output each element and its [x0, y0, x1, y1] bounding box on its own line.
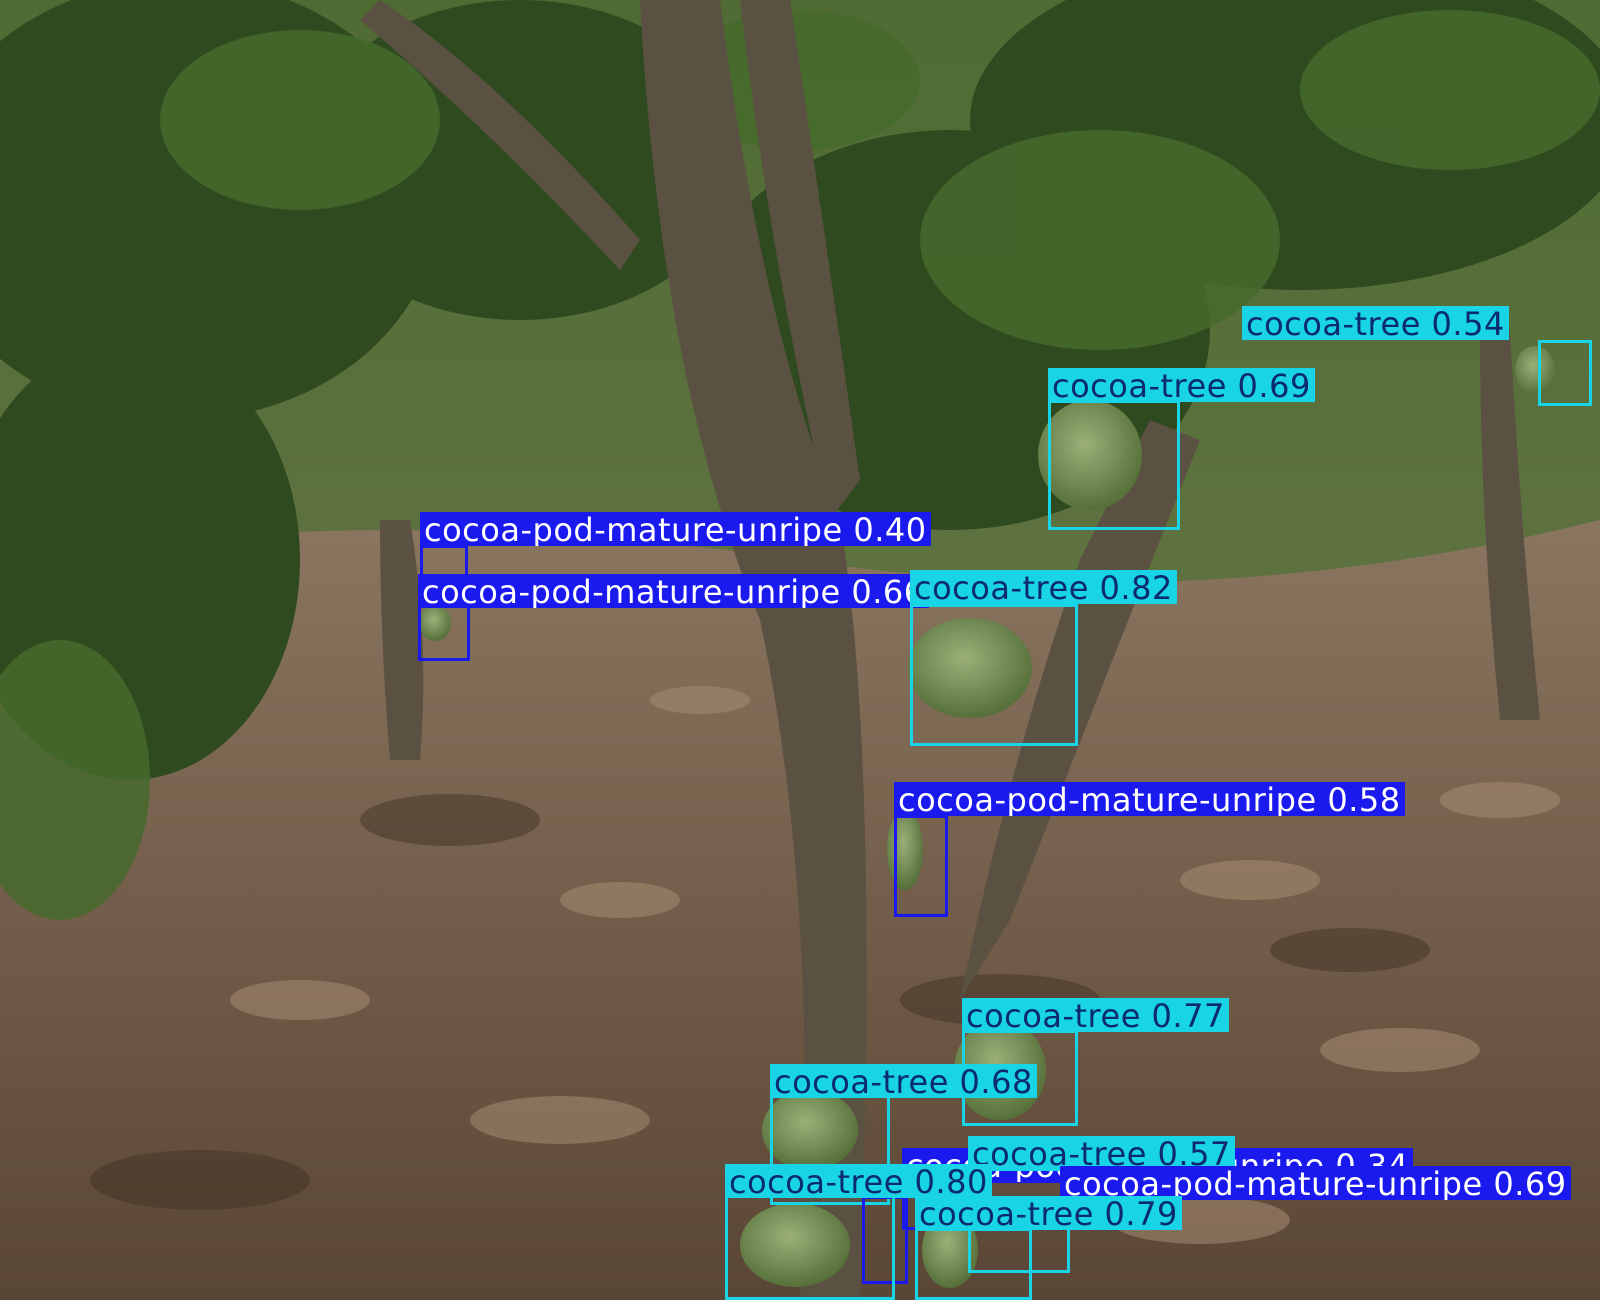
cocoa-tree-detection-label: cocoa-tree 0.77	[962, 998, 1229, 1032]
cocoa-tree-detection-box	[915, 1228, 1032, 1300]
cocoa-tree-detection-box	[1538, 340, 1592, 406]
cocoa-pod-detection-label: cocoa-pod-mature-unripe 0.66	[418, 574, 929, 608]
cocoa-tree-detection-label: cocoa-tree 0.80	[725, 1164, 992, 1198]
cocoa-tree-detection-label: cocoa-tree 0.79	[915, 1196, 1182, 1230]
cocoa-pod-detection-label: cocoa-pod-mature-unripe 0.40	[420, 512, 931, 546]
cocoa-tree-detection-label: cocoa-tree 0.82	[910, 570, 1177, 604]
cocoa-pod-detection-label: cocoa-pod-mature-unripe 0.58	[894, 782, 1405, 816]
cocoa-tree-detection-label: cocoa-tree 0.54	[1242, 306, 1509, 340]
cocoa-tree-detection-label: cocoa-tree 0.57	[968, 1136, 1235, 1170]
cocoa-pod-detection-box	[894, 815, 948, 917]
cocoa-tree-detection-box	[725, 1195, 895, 1300]
cocoa-tree-detection-box	[910, 604, 1078, 746]
cocoa-pod-detection-label: cocoa-pod-mature-unripe 0.69	[1060, 1166, 1571, 1200]
cocoa-tree-detection-box	[1048, 400, 1180, 530]
cocoa-pod-detection-box	[418, 605, 470, 661]
cocoa-tree-detection-label: cocoa-tree 0.68	[770, 1064, 1037, 1098]
cocoa-tree-detection-label: cocoa-tree 0.69	[1048, 368, 1315, 402]
